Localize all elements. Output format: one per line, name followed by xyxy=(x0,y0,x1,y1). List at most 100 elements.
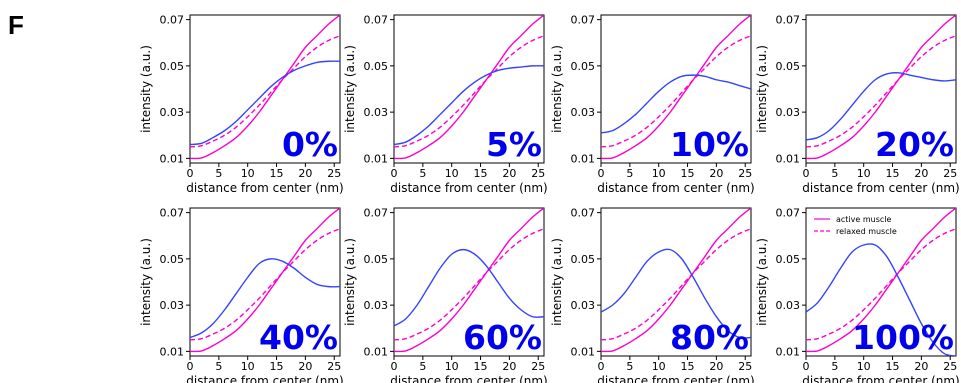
percent-label: 5% xyxy=(486,125,542,164)
y-axis-label: intensity (a.u.) xyxy=(550,45,564,133)
x-tick-label: 25 xyxy=(943,360,957,373)
series-group xyxy=(601,208,751,353)
x-tick-label: 5 xyxy=(831,360,838,373)
series-line-active xyxy=(394,208,544,353)
series-line-model xyxy=(806,72,956,141)
y-tick-label: 0.03 xyxy=(160,299,185,312)
chart-panel-2: 0 5 10 15 20 25 0.01 0.03 0.05 0.07 distance from … xyxy=(343,14,548,195)
x-tick-label: 10 xyxy=(857,360,871,373)
series-line-relaxed xyxy=(190,35,340,148)
y-tick-label: 0.01 xyxy=(160,152,185,165)
series-group xyxy=(806,208,956,356)
x-axis-label: distance from center (nm) xyxy=(597,374,754,383)
x-tick-label: 20 xyxy=(709,360,723,373)
y-tick-label: 0.03 xyxy=(364,106,389,119)
chart-panel-5: 0 5 10 15 20 25 0.01 0.03 0.05 0.07 distance from … xyxy=(139,207,344,383)
plot-frame xyxy=(189,207,341,357)
series-group xyxy=(601,15,751,160)
series-line-model xyxy=(601,74,751,134)
x-tick-label: 5 xyxy=(626,167,633,180)
y-axis-label: intensity (a.u.) xyxy=(343,238,357,326)
x-tick-label: 20 xyxy=(502,167,516,180)
legend: active muscle relaxed muscle xyxy=(814,215,897,236)
series-group xyxy=(806,15,956,160)
chart-panel-4: 0 5 10 15 20 25 0.01 0.03 0.05 0.07 distance from … xyxy=(755,14,960,195)
panel-label: F xyxy=(8,10,24,40)
series-line-active xyxy=(394,15,544,160)
series-line-active xyxy=(601,15,751,160)
series-line-active xyxy=(806,208,956,353)
series-line-active xyxy=(806,15,956,160)
y-axis-label: intensity (a.u.) xyxy=(343,45,357,133)
percent-label: 40% xyxy=(259,318,338,357)
y-tick-label: 0.01 xyxy=(364,152,389,165)
x-tick-label: 25 xyxy=(327,360,341,373)
x-tick-label: 10 xyxy=(241,360,255,373)
y-tick-label: 0.03 xyxy=(364,299,389,312)
x-tick-label: 20 xyxy=(298,360,312,373)
series-line-active xyxy=(190,208,340,353)
series-group xyxy=(190,15,340,160)
chart-panel-1: 0 5 10 15 20 25 0.01 0.03 0.05 0.07 distance from … xyxy=(139,14,344,195)
x-axis-label: distance from center (nm) xyxy=(597,181,754,195)
x-tick-label: 0 xyxy=(598,167,605,180)
x-tick-label: 5 xyxy=(831,167,838,180)
x-tick-label: 5 xyxy=(215,167,222,180)
plot-frame xyxy=(805,14,957,164)
x-tick-label: 10 xyxy=(857,167,871,180)
x-tick-label: 5 xyxy=(626,360,633,373)
x-tick-label: 25 xyxy=(531,360,545,373)
x-tick-label: 15 xyxy=(474,167,488,180)
plot-frame xyxy=(600,207,752,357)
x-axis-label: distance from center (nm) xyxy=(186,374,343,383)
y-tick-label: 0.01 xyxy=(571,345,596,358)
legend-label-relaxed: relaxed muscle xyxy=(836,227,897,236)
x-tick-label: 0 xyxy=(803,360,810,373)
series-line-model xyxy=(394,65,544,146)
y-axis-label: intensity (a.u.) xyxy=(755,45,769,133)
y-tick-label: 0.01 xyxy=(776,345,801,358)
series-line-relaxed xyxy=(190,228,340,341)
y-tick-label: 0.05 xyxy=(776,60,801,73)
x-tick-label: 15 xyxy=(270,360,284,373)
y-tick-label: 0.05 xyxy=(364,253,389,266)
series-line-relaxed xyxy=(806,228,956,341)
y-tick-label: 0.05 xyxy=(571,253,596,266)
x-tick-label: 15 xyxy=(270,167,284,180)
x-tick-label: 20 xyxy=(709,167,723,180)
series-line-relaxed xyxy=(394,35,544,148)
x-tick-label: 5 xyxy=(419,360,426,373)
y-tick-label: 0.07 xyxy=(571,207,596,220)
x-tick-label: 25 xyxy=(327,167,341,180)
series-line-relaxed xyxy=(601,228,751,341)
x-tick-label: 25 xyxy=(738,167,752,180)
y-tick-label: 0.01 xyxy=(571,152,596,165)
x-tick-label: 0 xyxy=(187,360,194,373)
y-tick-label: 0.05 xyxy=(571,60,596,73)
series-line-model xyxy=(601,248,751,339)
x-tick-label: 0 xyxy=(598,360,605,373)
series-line-relaxed xyxy=(394,228,544,341)
y-tick-label: 0.05 xyxy=(364,60,389,73)
x-tick-label: 10 xyxy=(445,167,459,180)
series-line-relaxed xyxy=(601,35,751,148)
y-tick-label: 0.03 xyxy=(776,299,801,312)
x-tick-label: 10 xyxy=(241,167,255,180)
series-group xyxy=(190,208,340,353)
percent-label: 10% xyxy=(670,125,749,164)
series-line-active xyxy=(190,15,340,160)
series-line-active xyxy=(601,208,751,353)
y-tick-label: 0.07 xyxy=(160,207,185,220)
chart-panel-3: 0 5 10 15 20 25 0.01 0.03 0.05 0.07 distance from … xyxy=(550,14,755,195)
y-axis-label: intensity (a.u.) xyxy=(755,238,769,326)
x-tick-label: 15 xyxy=(886,360,900,373)
y-tick-label: 0.03 xyxy=(571,299,596,312)
x-axis-label: distance from center (nm) xyxy=(802,181,959,195)
plot-frame xyxy=(393,14,545,164)
x-tick-label: 15 xyxy=(681,167,695,180)
plot-frame xyxy=(393,207,545,357)
x-tick-label: 15 xyxy=(681,360,695,373)
y-tick-label: 0.01 xyxy=(364,345,389,358)
percent-label: 60% xyxy=(463,318,542,357)
y-tick-label: 0.05 xyxy=(776,253,801,266)
